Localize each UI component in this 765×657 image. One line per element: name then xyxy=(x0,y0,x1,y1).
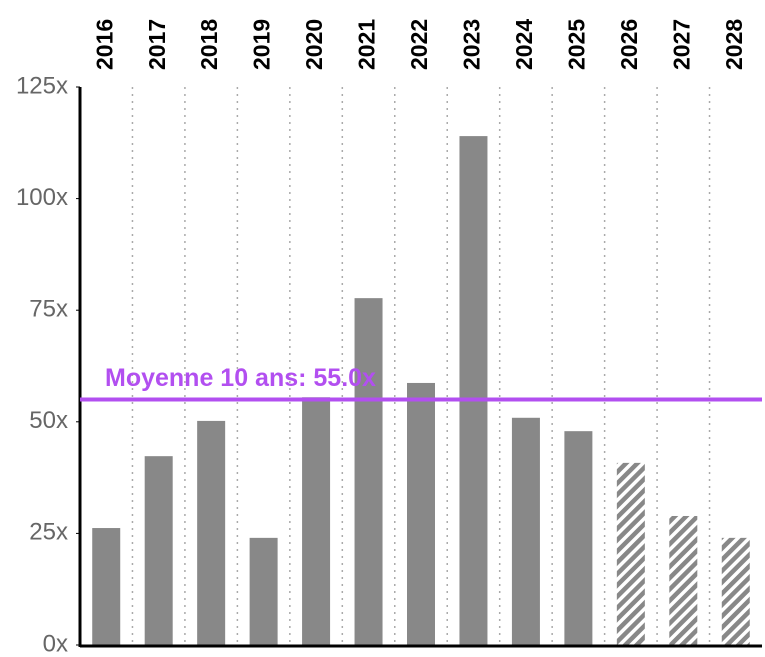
bar xyxy=(92,528,121,645)
x-tick-label: 2019 xyxy=(249,19,275,70)
y-tick-label: 100x xyxy=(16,184,68,211)
x-tick-label: 2021 xyxy=(354,19,380,70)
x-tick-label: 2024 xyxy=(511,19,537,70)
bar xyxy=(302,397,331,645)
bar xyxy=(197,420,226,645)
x-tick-label: 2016 xyxy=(91,19,117,70)
bar xyxy=(511,417,540,645)
bar xyxy=(564,431,593,645)
x-tick-label: 2018 xyxy=(196,19,222,70)
x-tick-label: 2027 xyxy=(668,19,694,70)
x-tick-label: 2022 xyxy=(406,19,432,70)
y-tick-label: 75x xyxy=(29,296,68,323)
x-tick-label: 2017 xyxy=(144,19,170,70)
bar xyxy=(669,515,698,645)
y-tick-label: 0x xyxy=(43,630,68,657)
x-tick-label: 2023 xyxy=(459,19,485,70)
bar xyxy=(459,136,488,645)
x-tick-label: 2026 xyxy=(616,19,642,70)
x-tick-label: 2025 xyxy=(563,19,589,70)
y-tick-label: 25x xyxy=(29,519,68,546)
bar xyxy=(616,462,645,645)
bar xyxy=(249,537,278,645)
y-tick-label: 125x xyxy=(16,72,68,99)
average-label: Moyenne 10 ans: 55.0x xyxy=(105,364,376,392)
x-tick-label: 2020 xyxy=(301,19,327,70)
bar xyxy=(721,537,750,645)
x-tick-label: 2028 xyxy=(721,19,747,70)
bar xyxy=(144,456,173,645)
bar xyxy=(354,298,383,645)
bar xyxy=(407,382,435,645)
y-tick-label: 50x xyxy=(29,407,68,434)
